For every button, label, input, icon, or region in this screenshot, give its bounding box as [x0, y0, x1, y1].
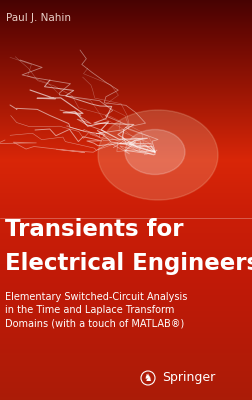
Text: in the Time and Laplace Transform: in the Time and Laplace Transform — [5, 305, 174, 315]
Text: Domains (with a touch of MATLAB®): Domains (with a touch of MATLAB®) — [5, 318, 184, 328]
Text: Transients for: Transients for — [5, 218, 183, 241]
Text: Elementary Switched-Circuit Analysis: Elementary Switched-Circuit Analysis — [5, 292, 187, 302]
Text: Electrical Engineers: Electrical Engineers — [5, 252, 252, 275]
Ellipse shape — [98, 110, 218, 200]
Text: Paul J. Nahin: Paul J. Nahin — [6, 13, 71, 23]
Text: ♞: ♞ — [144, 373, 152, 383]
Text: Springer: Springer — [162, 372, 215, 384]
Ellipse shape — [125, 130, 185, 174]
